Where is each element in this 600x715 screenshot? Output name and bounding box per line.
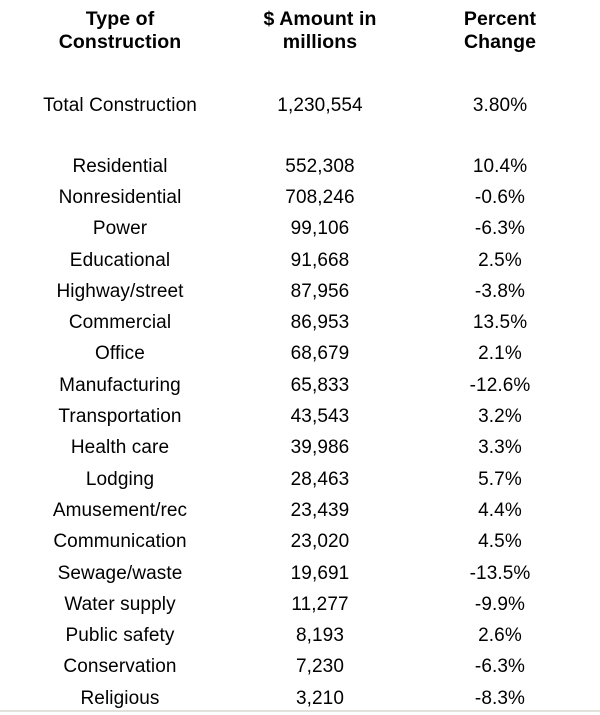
- table-row: Water supply 11,277 -9.9%: [0, 589, 600, 620]
- row-amount: 87,956: [290, 280, 350, 302]
- row-percent: -3.8%: [474, 280, 526, 302]
- row-percent: -0.6%: [474, 186, 526, 208]
- table-row: Amusement/rec 23,439 4.4%: [0, 495, 600, 526]
- table-row: Power 99,106 -6.3%: [0, 214, 600, 245]
- table-row: Manufacturing 65,833 -12.6%: [0, 370, 600, 401]
- row-type: Religious: [80, 687, 160, 709]
- table-row: Lodging 28,463 5.7%: [0, 464, 600, 495]
- row-type: Commercial: [68, 312, 172, 334]
- row-amount: 552,308: [285, 155, 355, 177]
- total-row-percent: 3.80%: [472, 95, 528, 116]
- row-type: Conservation: [63, 656, 177, 678]
- row-amount: 99,106: [290, 218, 350, 240]
- row-percent: -12.6%: [469, 374, 531, 396]
- row-percent: 3.3%: [478, 437, 522, 459]
- table-row: Nonresidential 708,246 -0.6%: [0, 182, 600, 213]
- row-type: Communication: [53, 531, 187, 553]
- row-percent: -13.5%: [469, 562, 531, 584]
- row-percent: 3.2%: [478, 406, 522, 428]
- row-percent: 2.6%: [478, 625, 522, 647]
- row-type: Water supply: [64, 593, 176, 615]
- row-percent: 10.4%: [472, 155, 528, 177]
- row-type: Power: [92, 218, 148, 240]
- column-header-percent: Percent Change: [400, 8, 600, 54]
- row-amount: 7,230: [295, 656, 345, 678]
- row-type: Lodging: [85, 468, 155, 490]
- table-row: Sewage/waste 19,691 -13.5%: [0, 558, 600, 589]
- row-type: Residential: [72, 155, 168, 177]
- row-type: Sewage/waste: [57, 562, 183, 584]
- column-header-type-line1: Type of: [85, 8, 155, 30]
- row-percent: 2.5%: [478, 249, 522, 271]
- row-type: Nonresidential: [58, 186, 182, 208]
- column-header-type: Type of Construction: [0, 8, 240, 54]
- table-row: Highway/street 87,956 -3.8%: [0, 276, 600, 307]
- row-type: Transportation: [58, 406, 182, 428]
- row-type: Manufacturing: [59, 374, 181, 396]
- row-amount: 11,277: [291, 593, 349, 615]
- row-percent: -6.3%: [474, 656, 526, 678]
- table-row: Communication 23,020 4.5%: [0, 527, 600, 558]
- total-row: Total Construction 1,230,554 3.80%: [0, 90, 600, 122]
- row-percent: 13.5%: [472, 312, 528, 334]
- row-percent: 4.4%: [478, 499, 522, 521]
- row-percent: 4.5%: [478, 531, 522, 553]
- table-header: Type of Construction $ Amount in million…: [0, 0, 600, 54]
- row-percent: 5.7%: [478, 468, 522, 490]
- row-percent: 2.1%: [478, 343, 522, 365]
- row-amount: 39,986: [290, 437, 350, 459]
- table-row: Religious 3,210 -8.3%: [0, 683, 600, 714]
- table-body: Residential 552,308 10.4% Nonresidential…: [0, 151, 600, 714]
- row-amount: 68,679: [290, 343, 350, 365]
- total-row-type: Total Construction: [43, 95, 197, 116]
- row-amount: 19,691: [290, 562, 350, 584]
- table-row: Office 68,679 2.1%: [0, 339, 600, 370]
- total-row-amount: 1,230,554: [277, 95, 363, 116]
- table-row: Transportation 43,543 3.2%: [0, 401, 600, 432]
- table-row: Health care 39,986 3.3%: [0, 433, 600, 464]
- row-type: Educational: [69, 249, 171, 271]
- column-header-type-line2: Construction: [58, 31, 182, 53]
- row-percent: -6.3%: [474, 218, 526, 240]
- row-type: Public safety: [65, 625, 175, 647]
- row-percent: -9.9%: [474, 593, 526, 615]
- row-amount: 23,439: [290, 499, 350, 521]
- row-amount: 65,833: [290, 374, 350, 396]
- row-amount: 91,668: [290, 249, 350, 271]
- row-amount: 8,193: [295, 625, 345, 647]
- row-type: Highway/street: [56, 280, 184, 302]
- column-header-amount: $ Amount in millions: [240, 8, 400, 54]
- table-row: Educational 91,668 2.5%: [0, 245, 600, 276]
- row-amount: 23,020: [290, 531, 350, 553]
- row-type: Health care: [70, 437, 170, 459]
- column-header-percent-line1: Percent: [463, 8, 537, 30]
- row-amount: 43,543: [290, 406, 350, 428]
- row-percent: -8.3%: [474, 687, 526, 709]
- column-header-amount-line1: $ Amount in: [263, 8, 377, 30]
- row-amount: 708,246: [285, 186, 355, 208]
- table-row: Commercial 86,953 13.5%: [0, 307, 600, 338]
- row-amount: 28,463: [290, 468, 350, 490]
- column-header-percent-line2: Change: [463, 31, 537, 53]
- table-row: Residential 552,308 10.4%: [0, 151, 600, 182]
- table-row: Conservation 7,230 -6.3%: [0, 652, 600, 683]
- bottom-border-rule: [0, 710, 600, 712]
- row-amount: 3,210: [295, 687, 345, 709]
- row-type: Amusement/rec: [52, 499, 188, 521]
- row-type: Office: [95, 343, 145, 365]
- row-amount: 86,953: [290, 312, 350, 334]
- table-row: Public safety 8,193 2.6%: [0, 620, 600, 651]
- column-header-amount-line2: millions: [282, 31, 358, 53]
